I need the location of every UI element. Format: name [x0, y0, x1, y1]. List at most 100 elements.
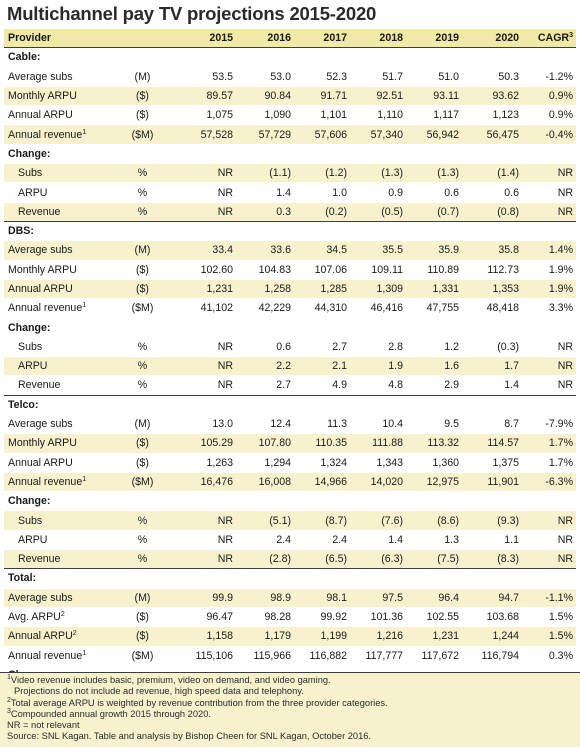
section-row: Total:	[4, 568, 576, 589]
table-row: Monthly ARPU ($) 89.57 90.84 91.71 92.51 93.11…	[4, 85, 576, 106]
cagr-cell: 3.3%	[522, 298, 576, 318]
value-cell: 1,199	[294, 626, 350, 646]
cagr-cell: NR	[522, 356, 576, 376]
row-unit: ($)	[111, 105, 174, 125]
value-cell: 111.88	[350, 433, 406, 454]
row-unit: (M)	[111, 240, 174, 261]
value-cell: 0.9	[350, 182, 406, 203]
value-cell: 16,008	[236, 471, 294, 492]
row-label: Monthly ARPU	[4, 433, 111, 454]
value-cell: 113.32	[406, 433, 462, 454]
change-row: ARPU% NR 1.4 1.0 0.9 0.6 0.6 NR	[4, 182, 576, 203]
value-cell: 115,106	[174, 645, 236, 666]
footnote-ref: 1	[82, 475, 87, 483]
row-label: Annual revenue1	[4, 471, 111, 492]
row-label-text: Annual ARPU	[8, 283, 73, 295]
value-cell: 35.8	[462, 240, 522, 261]
value-cell: 1.1	[462, 529, 522, 550]
header-year: 2020	[462, 27, 522, 48]
value-cell: NR	[174, 510, 236, 531]
value-cell: 98.1	[294, 587, 350, 608]
row-label-text: Annual ARPU	[8, 630, 73, 643]
footnote-text: NR = not relevant	[7, 720, 80, 731]
value-cell: 1.4	[462, 375, 522, 396]
value-cell: 105.29	[174, 433, 236, 454]
value-cell: 57,606	[294, 124, 350, 145]
value-cell: 2.8	[350, 336, 406, 357]
header-year: 2019	[406, 27, 462, 48]
footnote-mark: 3	[7, 707, 11, 715]
row-label: Annual revenue1	[4, 298, 111, 318]
cagr-cell: NR	[522, 163, 576, 183]
row-unit: %	[111, 375, 174, 396]
table-body: Cable: Average subs (M) 53.5 53.0 52.3 51.7 51.…	[4, 47, 576, 742]
row-label-text: Average subs	[8, 70, 73, 83]
cagr-cell: 1.5%	[522, 606, 576, 627]
header-year: 2015	[174, 27, 236, 48]
value-cell: NR	[174, 549, 236, 569]
value-cell: 1,231	[174, 278, 236, 299]
value-cell: (1.3)	[406, 163, 462, 183]
value-cell: 103.68	[462, 606, 522, 627]
row-unit: ($)	[111, 433, 174, 454]
row-unit: %	[111, 201, 174, 222]
change-header-row: Change:	[4, 317, 576, 338]
value-cell: 2.1	[294, 356, 350, 376]
value-cell: 4.8	[350, 375, 406, 396]
value-cell: (8.3)	[462, 549, 522, 569]
value-cell: 56,475	[462, 124, 522, 145]
value-cell: 107.80	[236, 433, 294, 454]
table-row: Annual revenue1 ($M) 57,528 57,729 57,606 57,…	[4, 124, 576, 145]
value-cell: 1,294	[236, 452, 294, 473]
value-cell: 47,755	[406, 298, 462, 318]
value-cell: 1,309	[350, 278, 406, 299]
value-cell: NR	[174, 529, 236, 550]
cagr-cell: -1.1%	[522, 587, 576, 608]
value-cell: 1,117	[406, 105, 462, 125]
row-label-text: Average subs	[8, 591, 73, 604]
value-cell: 97.5	[350, 587, 406, 608]
change-row: Subs% NR (5.1) (8.7) (7.6) (8.6) (9.3) NR	[4, 510, 576, 531]
row-label: ARPU	[4, 356, 111, 376]
value-cell: (1.1)	[236, 163, 294, 183]
change-title: Change:	[4, 143, 576, 164]
table-row: Average subs (M) 13.0 12.4 11.3 10.4 9.5 8.7 -7.…	[4, 413, 576, 434]
table-row: Annual ARPU2 ($) 1,158 1,179 1,199 1,216 1,231…	[4, 626, 576, 646]
value-cell: 1,331	[406, 278, 462, 299]
row-label-text: Subs	[18, 340, 43, 353]
value-cell: 35.9	[406, 240, 462, 261]
value-cell: 11.3	[294, 413, 350, 434]
row-label-text: Annual revenue	[8, 128, 83, 141]
row-label-text: Average subs	[8, 244, 73, 257]
row-unit: (M)	[111, 66, 174, 87]
section-title: Telco:	[4, 394, 576, 415]
value-cell: 117,672	[406, 645, 462, 666]
row-label: Annual revenue1	[4, 124, 111, 145]
row-label: Average subs	[4, 66, 111, 87]
value-cell: NR	[174, 163, 236, 183]
value-cell: 56,942	[406, 124, 462, 145]
value-cell: (0.8)	[462, 201, 522, 222]
value-cell: 1,123	[462, 105, 522, 125]
section-title: DBS:	[4, 220, 576, 241]
row-label-text: Monthly ARPU	[8, 437, 77, 450]
value-cell: (0.3)	[462, 336, 522, 357]
value-cell: (1.3)	[350, 163, 406, 183]
value-cell: 34.5	[294, 240, 350, 261]
value-cell: 12,975	[406, 471, 462, 492]
value-cell: 1,158	[174, 626, 236, 646]
cagr-cell: 1.9%	[522, 278, 576, 299]
value-cell: 14,020	[350, 471, 406, 492]
value-cell: 48,418	[462, 298, 522, 318]
value-cell: 9.5	[406, 413, 462, 434]
change-header-row: Change:	[4, 491, 576, 511]
value-cell: 107.06	[294, 259, 350, 280]
value-cell: 1.7	[462, 356, 522, 376]
value-cell: 2.7	[236, 375, 294, 396]
value-cell: 101.36	[350, 606, 406, 627]
value-cell: 14,966	[294, 471, 350, 492]
cagr-cell: -6.3%	[522, 471, 576, 492]
cagr-cell: 1.7%	[522, 452, 576, 473]
row-label: Monthly ARPU	[4, 259, 111, 280]
change-row: Subs% NR 0.6 2.7 2.8 1.2 (0.3) NR	[4, 336, 576, 357]
